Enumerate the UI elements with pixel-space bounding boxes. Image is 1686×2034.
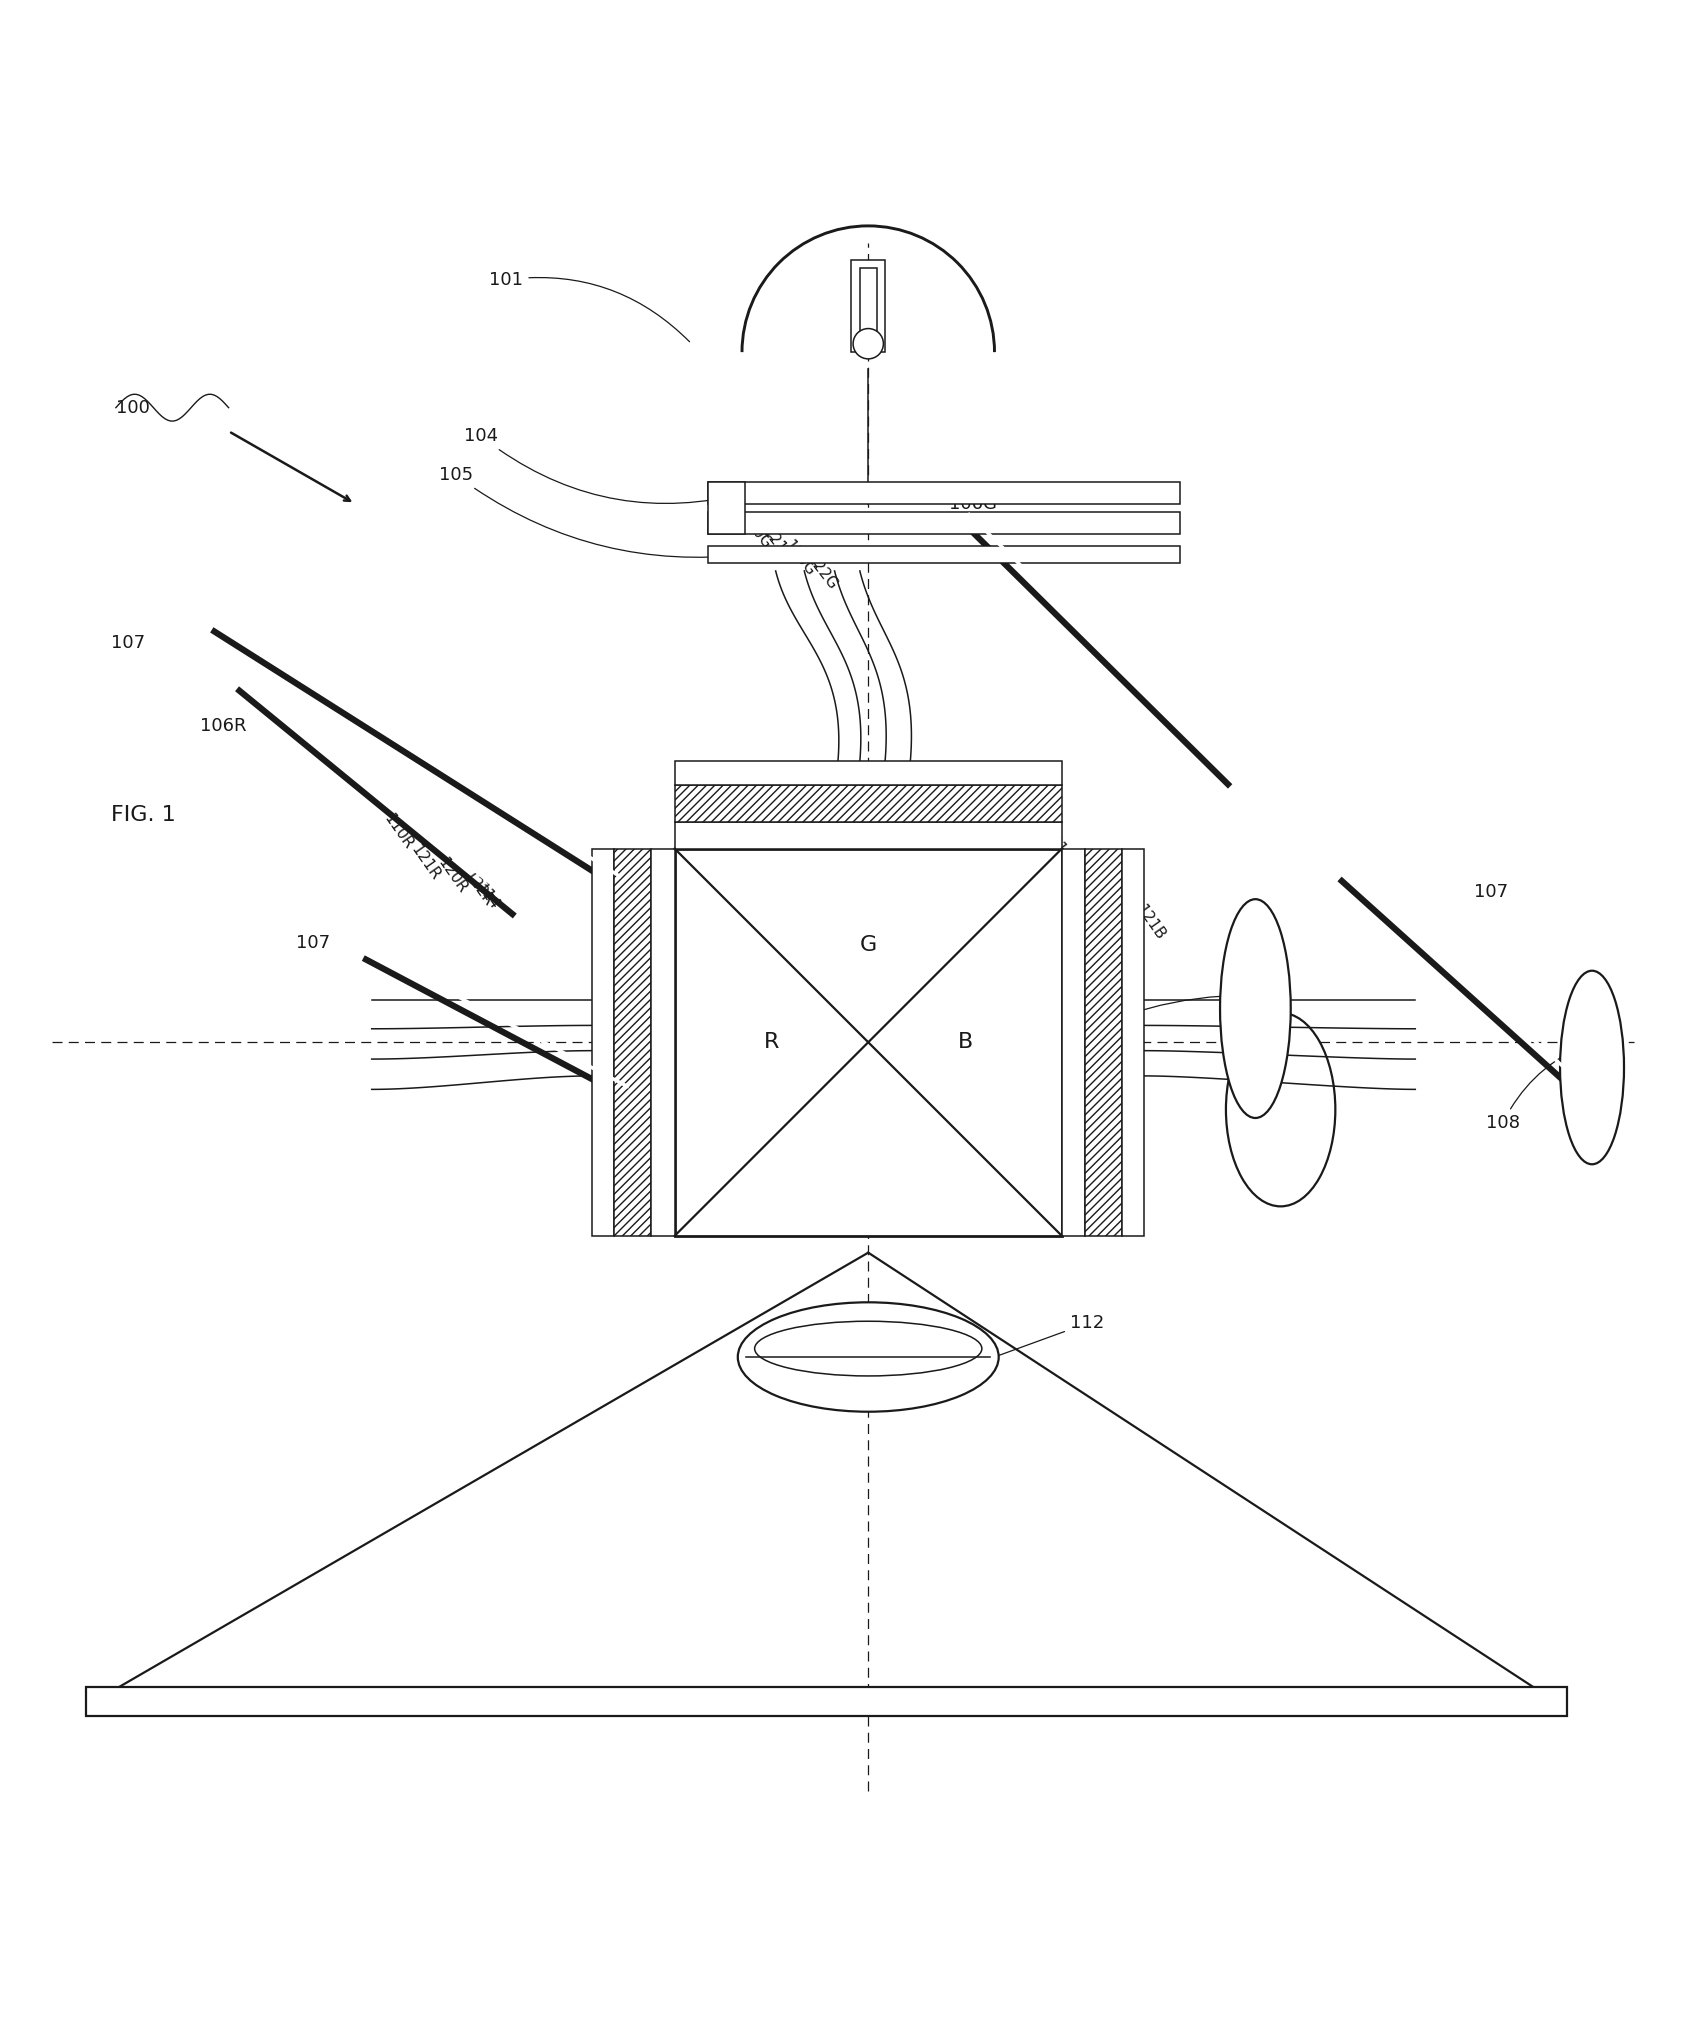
Text: 114: 114: [472, 879, 501, 911]
Text: R: R: [764, 1031, 779, 1052]
Bar: [614, 848, 651, 1237]
Text: 121B: 121B: [1133, 903, 1167, 944]
Text: 116: 116: [1256, 1686, 1290, 1704]
Text: 101: 101: [489, 271, 690, 342]
Text: 106G: 106G: [949, 494, 996, 513]
Text: 110R: 110R: [381, 812, 415, 852]
Text: 121G: 121G: [759, 525, 796, 565]
Bar: [708, 482, 745, 533]
Ellipse shape: [738, 1302, 998, 1412]
Ellipse shape: [1221, 899, 1291, 1119]
Bar: [674, 822, 1062, 848]
Ellipse shape: [1226, 1013, 1335, 1206]
Bar: [674, 785, 1062, 822]
Circle shape: [853, 330, 883, 358]
Text: 120G: 120G: [781, 539, 818, 580]
Text: 100: 100: [116, 399, 150, 417]
Bar: [674, 761, 1062, 785]
Bar: [708, 513, 1180, 533]
Bar: [1123, 848, 1145, 1237]
Bar: [851, 260, 885, 352]
Text: 122G: 122G: [803, 551, 840, 592]
Text: 122B: 122B: [1079, 875, 1113, 915]
Text: 121R: 121R: [408, 842, 442, 883]
Text: B: B: [958, 1031, 973, 1052]
Text: 105: 105: [438, 466, 747, 557]
Text: 120R: 120R: [435, 854, 469, 897]
Bar: [86, 1686, 1566, 1715]
Text: 120B: 120B: [1106, 889, 1140, 930]
Text: 110B: 110B: [1045, 834, 1079, 875]
Text: 108: 108: [1020, 995, 1248, 1068]
Text: G: G: [860, 936, 877, 956]
Text: 107: 107: [1474, 883, 1509, 901]
Bar: [651, 848, 674, 1237]
Bar: [1062, 848, 1086, 1237]
Text: 110G: 110G: [737, 511, 774, 553]
Text: 107: 107: [111, 635, 145, 653]
Bar: [708, 545, 1180, 563]
Bar: [708, 482, 1180, 504]
Bar: [1086, 848, 1123, 1237]
Text: 122R: 122R: [462, 869, 496, 909]
Bar: [592, 848, 614, 1237]
Text: 104: 104: [464, 427, 747, 504]
Text: 112: 112: [996, 1314, 1104, 1357]
Text: 106R: 106R: [201, 716, 246, 734]
Text: FIG. 1: FIG. 1: [111, 805, 175, 826]
Bar: [674, 848, 1062, 1237]
Bar: [860, 268, 877, 344]
Text: 107: 107: [297, 934, 330, 952]
Ellipse shape: [1560, 970, 1624, 1163]
Text: 108: 108: [1485, 1043, 1590, 1133]
